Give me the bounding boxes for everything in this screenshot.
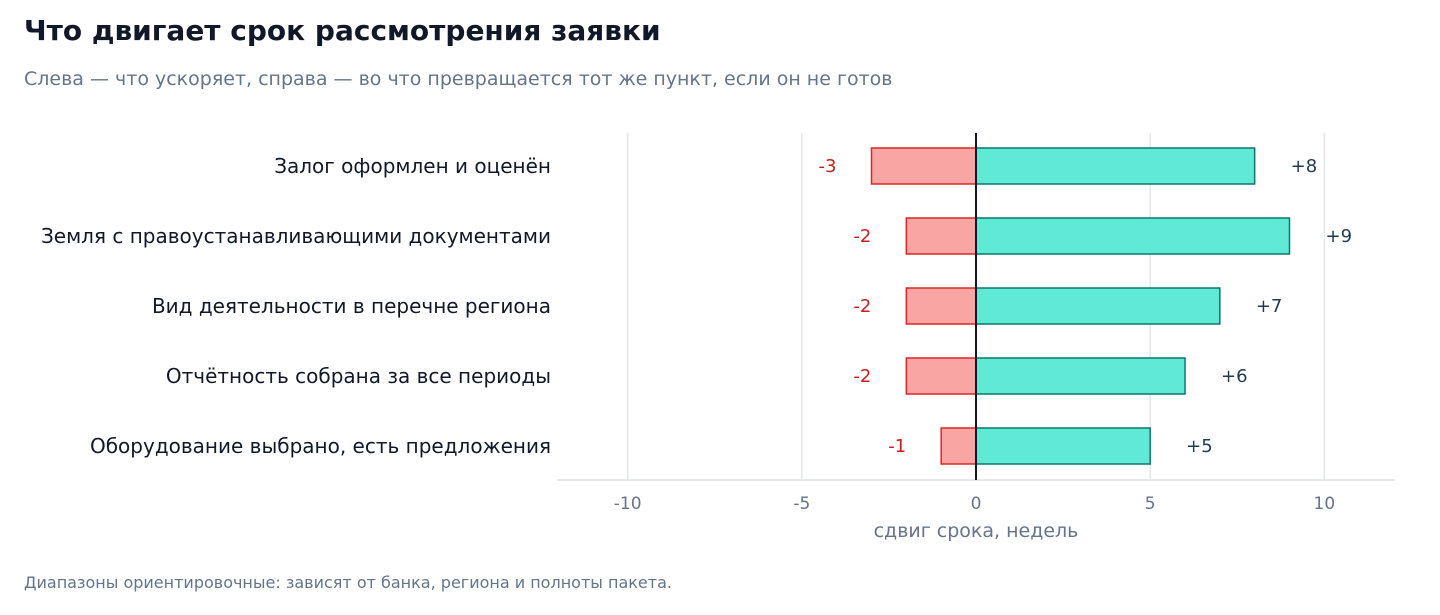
x-axis: -10 -5 0 5 10 сдвиг срока, недель [558, 133, 1394, 542]
negative-bar [905, 287, 977, 325]
negative-value-label: -1 [888, 436, 906, 457]
footnote: Диапазоны ориентировочные: зависят от ба… [24, 573, 672, 592]
positive-bar [975, 427, 1151, 465]
chart-title: Что двигает срок рассмотрения заявки [24, 14, 661, 47]
x-tick-label: 0 [971, 494, 982, 514]
category-label: Вид деятельности в перечне региона [152, 294, 551, 318]
positive-bar [975, 287, 1221, 325]
positive-value-label: +9 [1326, 226, 1353, 247]
grid-lines [626, 133, 1326, 480]
positive-value-label: +5 [1186, 436, 1213, 457]
negative-value-label: -2 [853, 366, 871, 387]
negative-value-label: -2 [853, 296, 871, 317]
category-labels: Залог оформлен и оценён Земля с правоуста… [41, 154, 551, 458]
category-label: Отчётность собрана за все периоды [166, 364, 551, 388]
bars [870, 147, 1291, 465]
x-axis-title: сдвиг срока, недель [874, 520, 1079, 542]
x-tick-label: -5 [793, 494, 810, 514]
negative-bar [870, 147, 977, 185]
category-label: Оборудование выбрано, есть предложения [90, 434, 551, 458]
data-labels: -3 +8 -2 +9 -2 +7 -2 +6 -1 +5 [819, 156, 1353, 457]
x-tick-label: 5 [1145, 494, 1156, 514]
category-label: Земля с правоустанавливающими документам… [41, 224, 551, 248]
negative-bar [905, 357, 977, 395]
x-tick-label: -10 [614, 494, 642, 514]
positive-bar [975, 217, 1291, 255]
chart-subtitle: Слева — что ускоряет, справа — во что пр… [24, 68, 893, 90]
positive-value-label: +7 [1256, 296, 1283, 317]
positive-bar [975, 357, 1186, 395]
negative-value-label: -2 [853, 226, 871, 247]
x-tick-label: 10 [1314, 494, 1336, 514]
positive-value-label: +6 [1221, 366, 1248, 387]
negative-bar [940, 427, 977, 465]
positive-value-label: +8 [1291, 156, 1318, 177]
negative-value-label: -3 [819, 156, 837, 177]
category-label: Залог оформлен и оценён [274, 154, 551, 178]
positive-bar [975, 147, 1256, 185]
negative-bar [905, 217, 977, 255]
